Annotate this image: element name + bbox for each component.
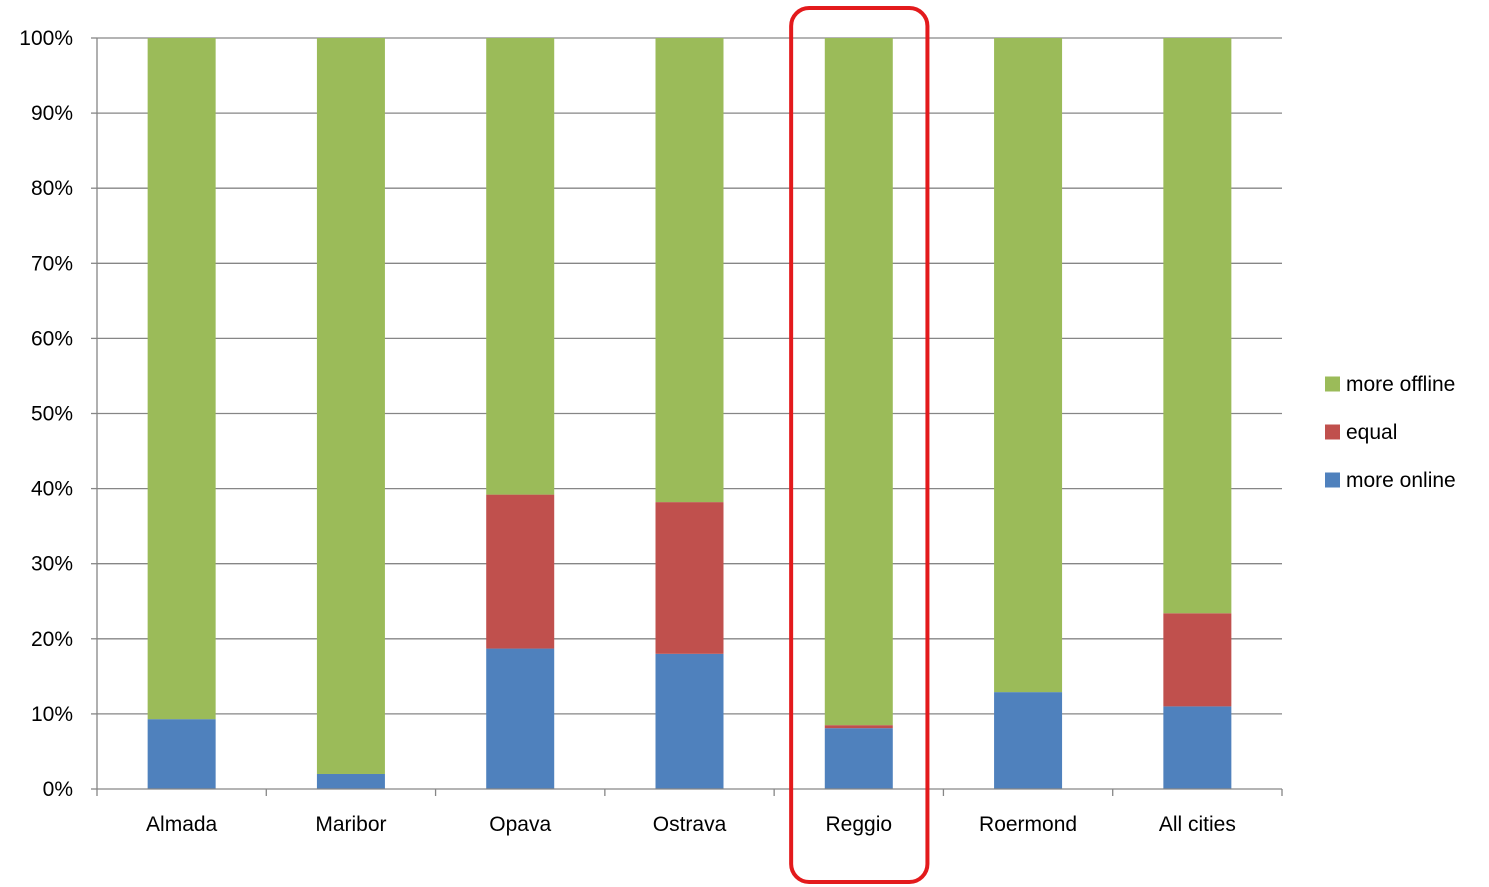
x-category-label: Opava bbox=[489, 813, 551, 836]
x-category-label: Reggio bbox=[826, 813, 893, 836]
bar-segment-more-offline bbox=[147, 38, 216, 720]
x-category-label: All cities bbox=[1159, 813, 1236, 836]
bar-segment-more-offline bbox=[994, 38, 1063, 693]
bar-segment-more-offline bbox=[824, 38, 893, 726]
bar-segment-more-offline bbox=[486, 38, 555, 495]
x-category-label: Almada bbox=[146, 813, 218, 836]
bar-segment-more-online bbox=[486, 648, 555, 789]
axes bbox=[91, 37, 1283, 796]
y-tick-label: 30% bbox=[31, 553, 73, 576]
bar-segment-more-online bbox=[1163, 706, 1232, 789]
bar-segment-equal bbox=[1163, 613, 1232, 707]
y-tick-label: 40% bbox=[31, 478, 73, 501]
bar-segment-equal bbox=[486, 494, 555, 649]
y-tick-label: 10% bbox=[31, 703, 73, 726]
y-tick-label: 80% bbox=[31, 177, 73, 200]
axis-labels: 0% 10% 20% 30% 40% 50% 60% 70% 80% 90% 100% Almada M… bbox=[19, 27, 1236, 836]
bar-segment-more-online bbox=[655, 653, 724, 789]
highlight-box bbox=[789, 6, 930, 884]
bars bbox=[147, 38, 1232, 789]
y-tick-label: 60% bbox=[31, 327, 73, 350]
y-tick-label: 70% bbox=[31, 252, 73, 275]
bar-segment-more-offline bbox=[655, 38, 724, 503]
legend-swatch bbox=[1325, 376, 1340, 392]
bar-segment-more-online bbox=[147, 719, 216, 789]
bar-segment-equal bbox=[655, 502, 724, 654]
y-tick-label: 20% bbox=[31, 628, 73, 651]
bar-segment-more-offline bbox=[1163, 38, 1232, 614]
bar-segment-more-online bbox=[994, 692, 1063, 789]
legend-swatch bbox=[1325, 472, 1340, 488]
y-tick-label: 50% bbox=[31, 403, 73, 426]
bar-segment-equal bbox=[824, 725, 893, 729]
bar-segment-more-online bbox=[824, 728, 893, 789]
y-tick-label: 100% bbox=[19, 27, 73, 50]
legend: more offline equal more online bbox=[1325, 373, 1456, 492]
bar-segment-more-online bbox=[316, 773, 385, 789]
x-category-label: Ostrava bbox=[653, 813, 727, 836]
legend-label: more offline bbox=[1346, 373, 1455, 396]
highlight-rectangle bbox=[789, 6, 930, 884]
y-tick-label: 0% bbox=[43, 778, 73, 801]
x-category-label: Roermond bbox=[979, 813, 1077, 836]
legend-label: equal bbox=[1346, 421, 1397, 444]
x-category-label: Maribor bbox=[315, 813, 386, 836]
legend-label: more online bbox=[1346, 469, 1456, 492]
bar-segment-more-offline bbox=[316, 38, 385, 774]
y-tick-label: 90% bbox=[31, 102, 73, 125]
legend-swatch bbox=[1325, 424, 1340, 440]
